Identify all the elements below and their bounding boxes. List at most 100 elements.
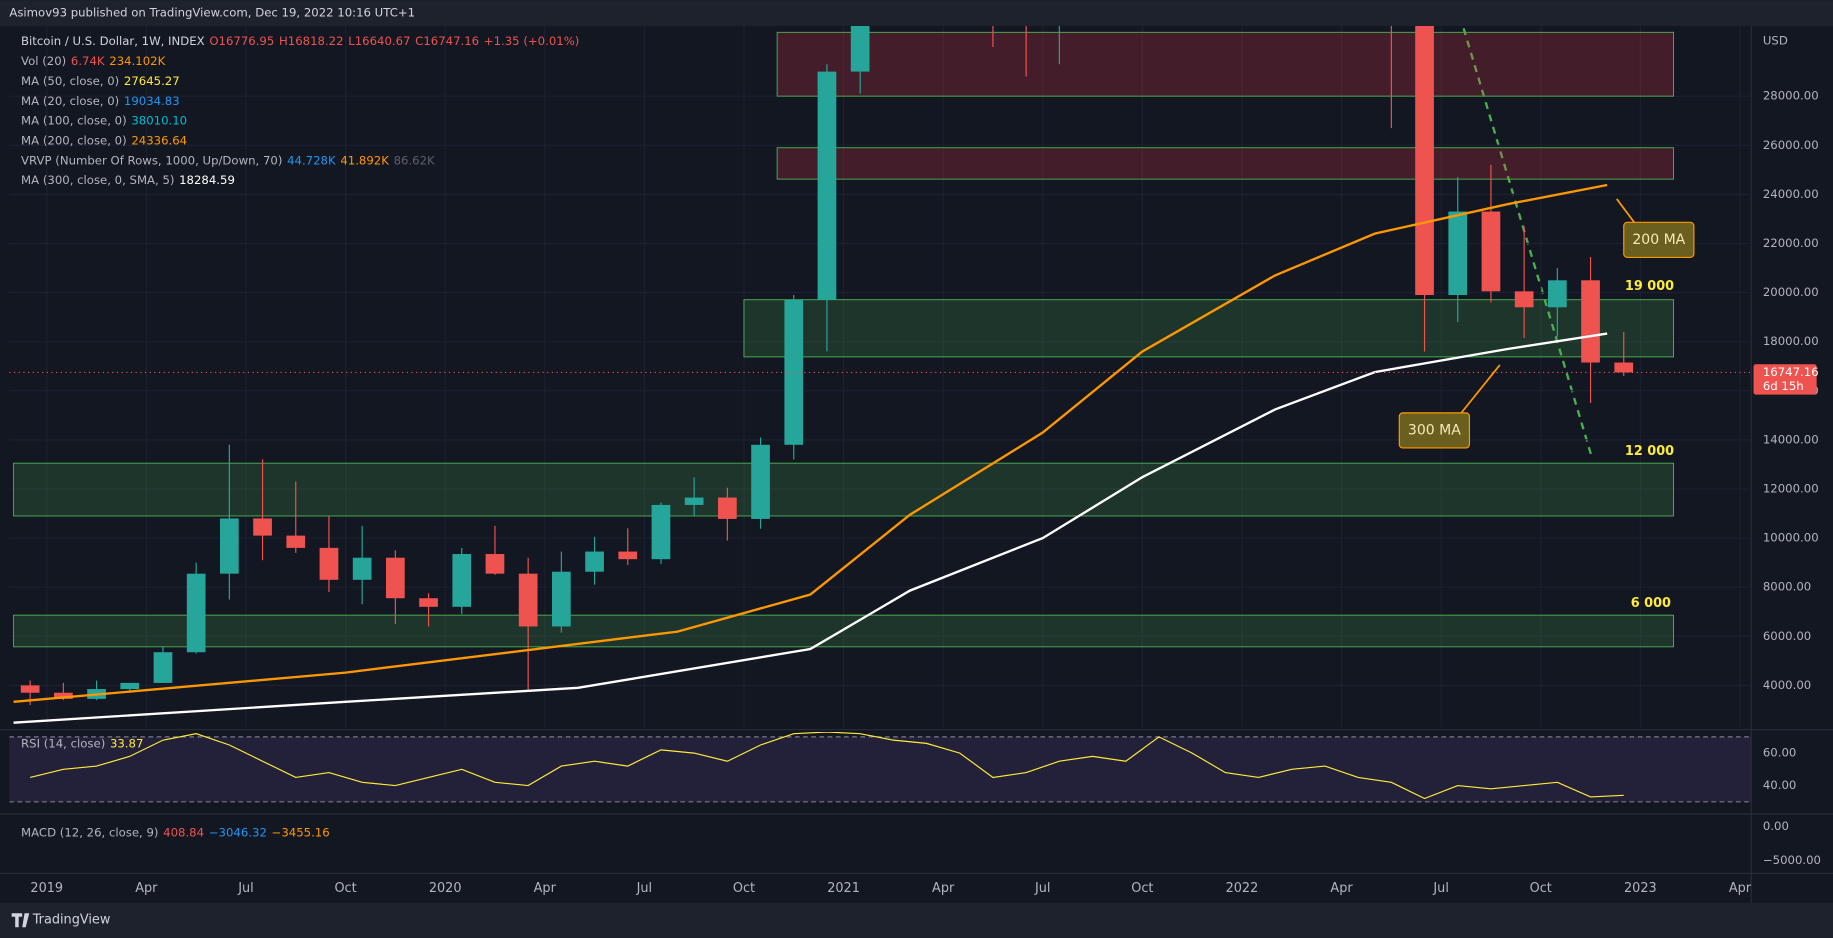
candle-body (751, 444, 770, 519)
candle-body (419, 598, 438, 607)
ma-line (13, 332, 1608, 724)
legend-row: VRVP (Number Of Rows, 1000, Up/Down, 70)… (21, 153, 435, 167)
price-pane (9, 25, 1752, 728)
callout-pointer (1616, 198, 1635, 223)
legend-text: MA (20, close, 0) (21, 93, 119, 107)
y-tick-label: 4000.00 (1763, 678, 1811, 692)
candle-body (20, 685, 40, 693)
rsi-band (9, 736, 1752, 802)
candle-body (684, 497, 704, 505)
legend-row: Bitcoin / U.S. Dollar, 1W, INDEX O16776.9… (21, 34, 579, 48)
candle-body (153, 652, 173, 683)
x-tick-label: Apr (135, 881, 158, 896)
candle-body (718, 497, 737, 519)
candle-body (552, 571, 571, 627)
y-tick-label: 8000.00 (1763, 580, 1811, 594)
last-price: 16747.16 (1763, 365, 1819, 379)
candle-body (319, 547, 339, 580)
candle-body (452, 554, 472, 607)
legend-text: 18284.59 (179, 173, 235, 187)
x-tick-label: Oct (1530, 881, 1552, 896)
x-tick-label: Oct (1131, 881, 1153, 896)
candle-body (1514, 291, 1534, 308)
legend-text: Vol (20) (21, 54, 66, 68)
legend-row: MA (100, close, 0) 38010.10 (21, 113, 187, 127)
legend-text: VRVP (Number Of Rows, 1000, Up/Down, 70) (21, 153, 282, 167)
legend-row: MA (50, close, 0) 27645.27 (21, 73, 180, 87)
x-tick-label: Apr (534, 881, 557, 896)
x-tick-label: 2022 (1226, 881, 1259, 896)
legend-text: L16640.67 (348, 34, 410, 48)
legend-text: −3455.16 (272, 825, 330, 839)
legend-text: 27645.27 (124, 73, 180, 87)
legend-text: RSI (14, close) (21, 736, 105, 750)
legend-text: 44.728K (287, 153, 336, 167)
annotation: 6 000 (1631, 596, 1671, 611)
callout-box (1398, 412, 1471, 449)
legend-row: Vol (20) 6.74K 234.102K (21, 54, 166, 68)
legend-text: 24336.64 (131, 133, 187, 147)
countdown: 6d 15h (1763, 379, 1804, 393)
candle-body (651, 504, 671, 560)
legend-text: MA (50, close, 0) (21, 73, 119, 87)
annotation: 19 000 (1625, 279, 1674, 294)
y-tick-label: 20000.00 (1763, 285, 1819, 299)
annotation: 12 000 (1625, 444, 1674, 459)
y-unit: USD (1763, 34, 1788, 48)
rsi-line (30, 732, 1624, 800)
footer: TradingView (32, 913, 111, 928)
x-tick-label: Jul (1034, 881, 1051, 896)
y-tick-label: 10000.00 (1763, 531, 1819, 545)
header-bar (0, 0, 1833, 26)
zone (776, 31, 1675, 97)
callout-pointer (1460, 364, 1501, 414)
legend-text: −3046.32 (209, 825, 267, 839)
candle-body (120, 682, 140, 690)
zone (13, 462, 1675, 517)
candle-body (186, 573, 206, 653)
candle-body (352, 557, 372, 580)
legend-text: 38010.10 (131, 113, 187, 127)
zone (743, 299, 1675, 358)
x-tick-label: Apr (932, 881, 955, 896)
y-tick-label: 26000.00 (1763, 138, 1819, 152)
x-tick-label: 2019 (30, 881, 63, 896)
candle-body (1448, 211, 1468, 296)
legend-row: RSI (14, close) 33.87 (21, 736, 143, 750)
candle-body (386, 557, 405, 599)
candle-body (618, 551, 638, 560)
legend-text: 19034.83 (124, 93, 180, 107)
rsi-pane (9, 732, 1752, 803)
legend-text: 86.62K (394, 153, 435, 167)
y-tick-label: 24000.00 (1763, 187, 1819, 201)
legend-text: 6.74K (71, 54, 105, 68)
ma-line (13, 183, 1608, 703)
x-tick-label: Jul (1432, 881, 1449, 896)
footer-bar (0, 902, 1833, 938)
x-tick-label: Jul (636, 881, 653, 896)
x-tick-label: Oct (733, 881, 755, 896)
candle-body (1415, 25, 1434, 296)
legend-text: 33.87 (110, 736, 143, 750)
y-tick-label: 28000.00 (1763, 89, 1819, 103)
candle-body (1581, 280, 1600, 363)
candle-body (54, 692, 73, 699)
x-tick-label: Jul (237, 881, 254, 896)
legend-text: +1.35 (+0.01%) (484, 34, 580, 48)
y-tick-label: 6000.00 (1763, 629, 1811, 643)
legend-text: H16818.22 (279, 34, 344, 48)
legend-text: C16747.16 (415, 34, 479, 48)
legend-text: 408.84 (163, 825, 204, 839)
legend-text: MA (200, close, 0) (21, 133, 127, 147)
x-tick-label: Apr (1729, 881, 1752, 896)
legend-text: 41.892K (340, 153, 389, 167)
legend-row: MACD (12, 26, close, 9) 408.84 −3046.32 −34… (21, 825, 330, 839)
x-tick-label: 2020 (429, 881, 462, 896)
y-tick-label: 12000.00 (1763, 481, 1819, 495)
rsi-tick-label: 40.00 (1763, 778, 1796, 792)
callout-box (1623, 221, 1695, 258)
legend-row: MA (300, close, 0, SMA, 5) 18284.59 (21, 173, 235, 187)
x-tick-label: 2021 (827, 881, 860, 896)
